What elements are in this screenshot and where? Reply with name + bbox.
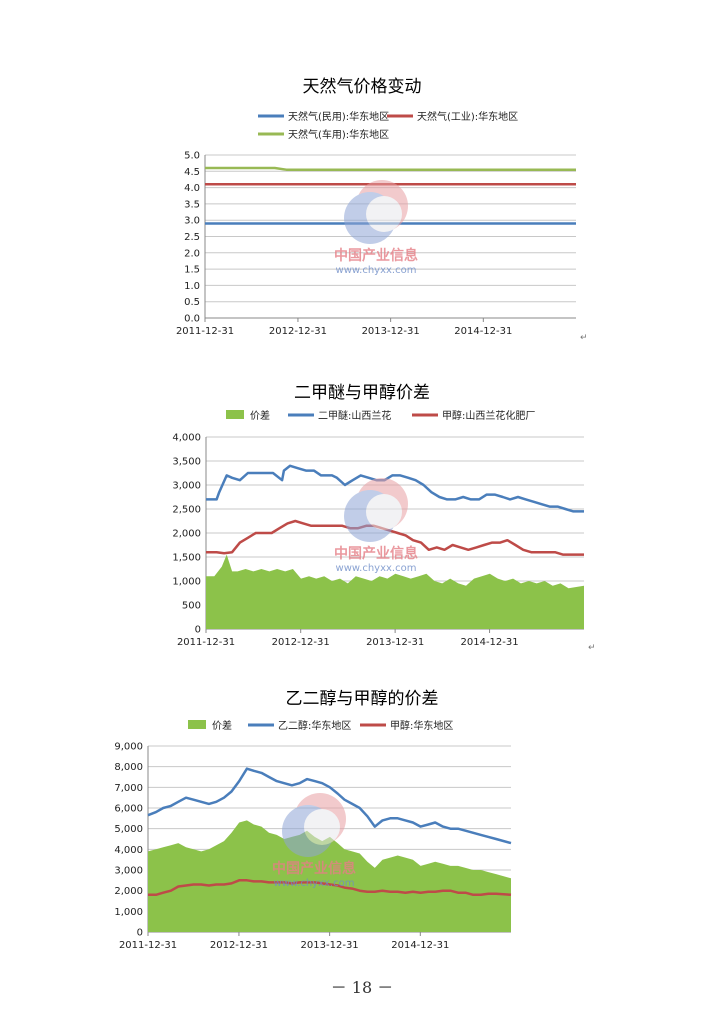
y-tick-label: 4.5 bbox=[184, 167, 200, 178]
x-tick-label: 2014-12-31 bbox=[454, 326, 512, 337]
y-tick-label: 1,500 bbox=[172, 553, 201, 564]
legend-item: 价差 bbox=[226, 409, 270, 422]
x-tick-label: 2012-12-31 bbox=[272, 637, 330, 648]
watermark-disc-grey bbox=[366, 494, 402, 530]
chart3-title: 乙二醇与甲醇的价差 bbox=[285, 689, 439, 709]
legend-item: 天然气(民用):华东地区 bbox=[258, 110, 389, 123]
y-tick-label: 1,000 bbox=[172, 577, 201, 588]
y-tick-label: 1.5 bbox=[184, 265, 200, 276]
y-tick-label: 2.0 bbox=[184, 248, 200, 259]
legend-item: 甲醇:华东地区 bbox=[360, 719, 453, 732]
watermark-text: 中国产业信息 bbox=[334, 545, 418, 562]
y-tick-label: 5.0 bbox=[184, 151, 200, 162]
x-tick-label: 2011-12-31 bbox=[177, 637, 235, 648]
legend-label: 价差 bbox=[212, 719, 232, 732]
y-tick-label: 2,500 bbox=[172, 505, 201, 516]
legend-label: 天然气(工业):华东地区 bbox=[417, 110, 518, 123]
legend-label: 价差 bbox=[250, 409, 270, 422]
legend-item: 价差 bbox=[188, 719, 232, 732]
legend-item: 甲醇:山西兰花化肥厂 bbox=[412, 409, 535, 422]
x-tick-label: 2011-12-31 bbox=[176, 326, 234, 337]
y-tick-label: 0 bbox=[195, 625, 201, 636]
watermark-logo bbox=[282, 793, 346, 857]
legend-item: 乙二醇:华东地区 bbox=[248, 719, 351, 732]
watermark-url: www.chyxx.com bbox=[336, 265, 417, 276]
y-tick-label: 0.0 bbox=[184, 314, 200, 325]
legend-label: 二甲醚:山西兰花 bbox=[318, 409, 391, 422]
y-tick-label: 4.0 bbox=[184, 183, 200, 194]
legend-item: 天然气(工业):华东地区 bbox=[387, 110, 518, 123]
watermark-text: 中国产业信息 bbox=[334, 247, 418, 264]
series-line bbox=[147, 767, 512, 845]
y-tick-label: 4,000 bbox=[114, 845, 143, 856]
y-tick-label: 0 bbox=[137, 928, 143, 939]
y-tick-label: 500 bbox=[182, 601, 201, 612]
y-tick-label: 6,000 bbox=[114, 804, 143, 815]
legend-swatch bbox=[188, 720, 206, 729]
series-line bbox=[206, 519, 584, 556]
y-tick-label: 1,000 bbox=[114, 907, 143, 918]
chart1-title: 天然气价格变动 bbox=[302, 77, 422, 97]
legend-item: 二甲醚:山西兰花 bbox=[288, 409, 391, 422]
x-tick-label: 2013-12-31 bbox=[301, 940, 359, 951]
y-tick-label: 3,500 bbox=[172, 457, 201, 468]
x-tick-label: 2011-12-31 bbox=[119, 940, 177, 951]
watermark-url: www.chyxx.com bbox=[274, 878, 355, 889]
y-tick-label: 8,000 bbox=[114, 762, 143, 773]
watermark-text: 中国产业信息 bbox=[272, 860, 356, 877]
series-area bbox=[148, 820, 511, 932]
chart-meg-methanol-spread: 价差 乙二醇:华东地区 甲醇:华东地区 0 1,000 2,000 3,000 4,000 5,… bbox=[114, 719, 512, 951]
y-tick-label: 9,000 bbox=[114, 742, 143, 753]
y-tick-label: 5,000 bbox=[114, 824, 143, 835]
x-tick-label: 2013-12-31 bbox=[366, 637, 424, 648]
series-line bbox=[148, 879, 512, 897]
legend-label: 甲醇:山西兰花化肥厂 bbox=[442, 409, 535, 422]
paragraph-mark: ↵ bbox=[580, 333, 588, 343]
legend-item: 天然气(车用):华东地区 bbox=[258, 128, 389, 141]
chart-dme-methanol-spread: 价差 二甲醚:山西兰花 甲醇:山西兰花化肥厂 0 500 1,000 1,500 2,000 2… bbox=[172, 409, 584, 648]
legend-label: 甲醇:华东地区 bbox=[390, 719, 453, 732]
y-tick-label: 4,000 bbox=[172, 433, 201, 444]
y-tick-label: 3.5 bbox=[184, 199, 200, 210]
legend-swatch bbox=[226, 410, 244, 419]
x-tick-label: 2012-12-31 bbox=[269, 326, 327, 337]
watermark-logo bbox=[344, 478, 408, 542]
y-tick-label: 2.5 bbox=[184, 232, 200, 243]
watermark-url: www.chyxx.com bbox=[336, 563, 417, 574]
y-tick-label: 2,000 bbox=[172, 529, 201, 540]
y-tick-label: 3,000 bbox=[114, 866, 143, 877]
x-tick-label: 2014-12-31 bbox=[391, 940, 449, 951]
y-tick-label: 3.0 bbox=[184, 216, 200, 227]
y-tick-label: 0.5 bbox=[184, 297, 200, 308]
legend-label: 天然气(民用):华东地区 bbox=[288, 110, 389, 123]
series-area bbox=[206, 554, 584, 629]
y-tick-label: 3,000 bbox=[172, 481, 201, 492]
y-tick-label: 1.0 bbox=[184, 281, 200, 292]
watermark-disc-grey bbox=[304, 809, 340, 845]
watermark-logo bbox=[344, 180, 408, 244]
x-tick-label: 2012-12-31 bbox=[210, 940, 268, 951]
legend-label: 天然气(车用):华东地区 bbox=[288, 128, 389, 141]
x-tick-label: 2013-12-31 bbox=[362, 326, 420, 337]
legend-label: 乙二醇:华东地区 bbox=[278, 719, 351, 732]
paragraph-mark: ↵ bbox=[588, 643, 596, 653]
y-tick-label: 7,000 bbox=[114, 783, 143, 794]
watermark-disc-grey bbox=[366, 196, 402, 232]
page-number: － 18 － bbox=[330, 978, 394, 997]
chart2-title: 二甲醚与甲醇价差 bbox=[294, 383, 430, 403]
y-tick-label: 2,000 bbox=[114, 886, 143, 897]
series-line bbox=[205, 166, 576, 171]
x-tick-label: 2014-12-31 bbox=[461, 637, 519, 648]
series-line bbox=[206, 464, 584, 513]
